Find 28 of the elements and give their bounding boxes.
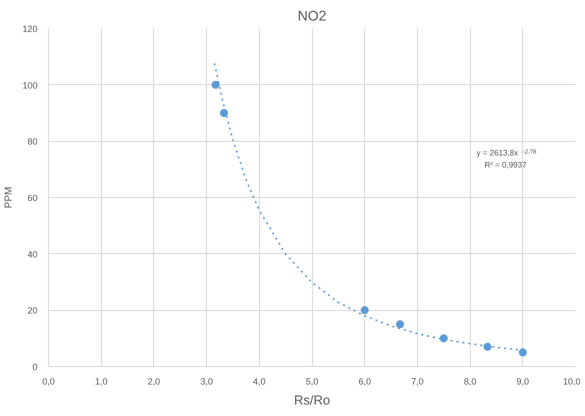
point [396,320,404,328]
x-tick-label: 8,0 [464,376,476,386]
chart-title: NO2 [298,8,327,24]
annotation: R² = 0,9937 [484,160,528,170]
x-tick-label: 9,0 [516,376,530,386]
y-tick-label: 0 [32,362,38,372]
y-tick-label: 100 [22,80,38,90]
point [212,80,220,89]
y-tick-label: 20 [27,306,38,316]
x-tick-label: 10,0 [562,376,581,386]
point [360,306,369,314]
y-tick-label: 40 [27,249,38,260]
x-tick-label: 7,0 [411,376,424,386]
y-tick-label: 80 [27,136,38,147]
point [220,109,228,117]
x-tick-label: 0,0 [42,376,55,386]
x-axis-title: Rs/Ro [294,392,330,408]
x-tick-label: 1,0 [94,376,108,386]
x-tick-label: 6,0 [358,376,371,386]
x-tick-label: 4,0 [253,376,266,386]
point [483,342,492,351]
point [518,348,527,356]
y-tick-label: 60 [27,193,38,203]
x-tick-label: 2,0 [148,376,160,386]
x-tick-label: 3,0 [200,376,213,386]
y-tick-label: 120 [22,24,38,34]
y-axis-title: PPM [3,186,14,208]
x-tick-label: 5,0 [306,376,318,386]
